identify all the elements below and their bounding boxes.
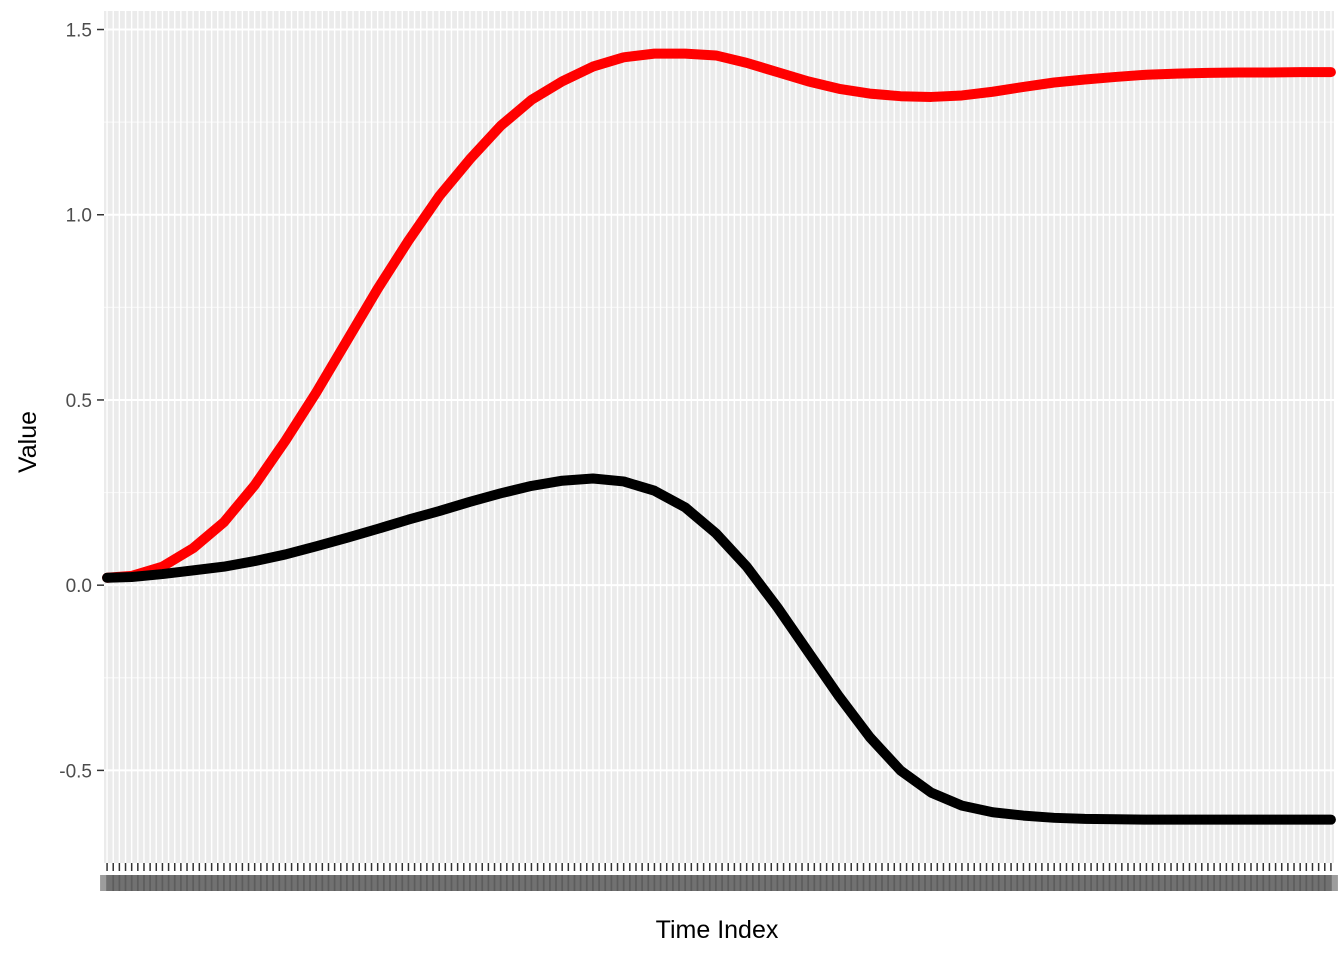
series-line-2	[102, 473, 1336, 825]
series-layer	[102, 48, 1336, 825]
minor-grid	[104, 121, 1334, 679]
y-tick-label: 1.0	[66, 206, 92, 227]
x-tick-label-blur	[1323, 875, 1338, 891]
y-tick-label: 1.5	[66, 21, 92, 42]
panel-background	[104, 11, 1334, 863]
x-axis-title: Time Index	[656, 916, 779, 944]
series-line-1	[102, 48, 1336, 583]
x-axis-ticks	[100, 863, 1338, 891]
y-tick-label: 0.0	[66, 576, 92, 597]
major-grid	[104, 11, 1334, 863]
y-axis-ticks: -0.5 0.0 0.5 1.0 1.5	[59, 21, 104, 782]
y-tick-label: -0.5	[59, 761, 92, 782]
y-tick-label: 0.5	[66, 391, 92, 412]
y-axis-title: Value	[14, 411, 42, 473]
